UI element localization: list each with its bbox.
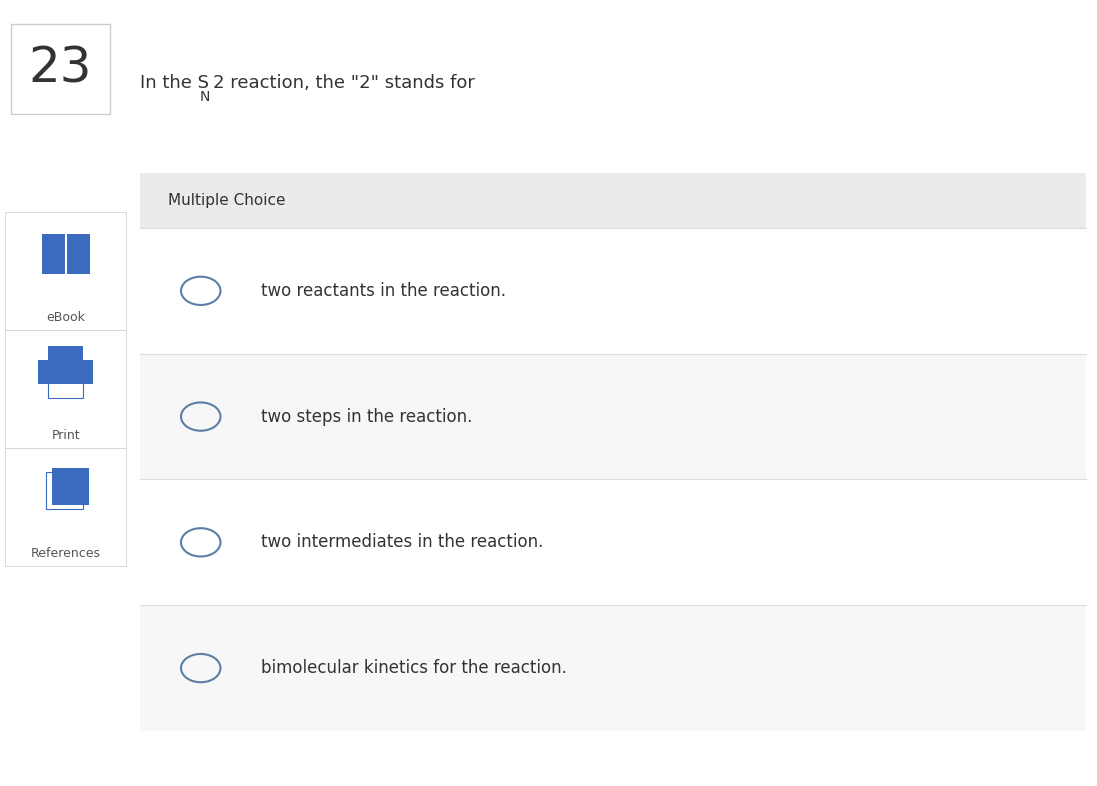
FancyBboxPatch shape: [38, 360, 93, 384]
Text: Print: Print: [52, 429, 80, 442]
FancyBboxPatch shape: [46, 472, 83, 509]
FancyBboxPatch shape: [48, 382, 83, 398]
FancyBboxPatch shape: [48, 346, 83, 360]
Text: Multiple Choice: Multiple Choice: [168, 193, 285, 208]
Text: 2 reaction, the "2" stands for: 2 reaction, the "2" stands for: [213, 74, 475, 91]
Text: In the S: In the S: [140, 74, 210, 91]
FancyBboxPatch shape: [5, 330, 126, 448]
FancyBboxPatch shape: [5, 212, 126, 330]
Text: 23: 23: [29, 44, 92, 93]
FancyBboxPatch shape: [42, 234, 90, 274]
FancyBboxPatch shape: [11, 24, 110, 114]
FancyBboxPatch shape: [140, 228, 1086, 354]
Text: two steps in the reaction.: two steps in the reaction.: [261, 408, 473, 425]
FancyBboxPatch shape: [5, 448, 126, 566]
Text: two intermediates in the reaction.: two intermediates in the reaction.: [261, 534, 543, 551]
FancyBboxPatch shape: [140, 173, 1086, 228]
Text: References: References: [31, 547, 101, 560]
FancyBboxPatch shape: [140, 354, 1086, 479]
FancyBboxPatch shape: [52, 468, 89, 505]
FancyBboxPatch shape: [140, 173, 1086, 731]
Text: two reactants in the reaction.: two reactants in the reaction.: [261, 282, 506, 299]
Text: N: N: [200, 90, 211, 104]
FancyBboxPatch shape: [140, 605, 1086, 731]
Text: bimolecular kinetics for the reaction.: bimolecular kinetics for the reaction.: [261, 659, 567, 677]
Text: eBook: eBook: [46, 311, 86, 324]
FancyBboxPatch shape: [140, 479, 1086, 605]
